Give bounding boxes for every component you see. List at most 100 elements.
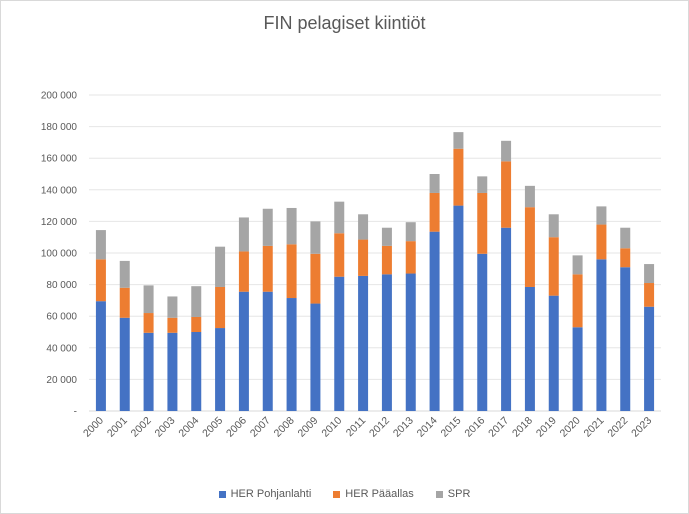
y-tick-label: 180 000 — [41, 122, 78, 133]
bar-segment — [358, 214, 369, 240]
x-tick-label: 2008 — [272, 415, 297, 440]
bar-segment — [405, 222, 416, 242]
x-tick-label: 2001 — [105, 415, 130, 440]
y-tick-label: 120 000 — [41, 217, 78, 228]
x-tick-label: 2011 — [344, 415, 369, 440]
x-tick-label: 2018 — [510, 415, 535, 440]
bar-segment — [548, 237, 559, 296]
legend-label: HER Pohjanlahti — [230, 488, 312, 500]
y-tick-label: 200 000 — [41, 91, 78, 102]
bar-segment — [238, 291, 249, 411]
bar-segment — [215, 246, 226, 287]
bar-segment — [477, 176, 488, 193]
bar-segment — [501, 161, 512, 228]
bar-segment — [620, 227, 631, 249]
bar-segment — [143, 313, 154, 333]
legend: HER Pohjanlahti HER Pääallas SPR — [1, 488, 688, 500]
bar-segment — [143, 285, 154, 314]
bar-segment — [191, 316, 202, 332]
bar-segment — [167, 296, 178, 318]
x-tick-label: 2021 — [582, 415, 607, 440]
bar-segment — [286, 298, 297, 411]
bar-segment — [596, 224, 607, 260]
bar-segment — [358, 239, 369, 276]
bar-segment — [477, 192, 488, 254]
y-tick-label: 100 000 — [41, 249, 78, 260]
bar-segment — [620, 267, 631, 411]
x-tick-label: 2014 — [415, 415, 440, 440]
bar-segment — [429, 192, 440, 232]
bar-segment — [548, 295, 559, 411]
bar-segment — [119, 317, 130, 411]
bar-segment — [453, 205, 464, 411]
bar-segment — [95, 259, 106, 302]
bar-segment — [548, 214, 559, 238]
legend-item: SPR — [435, 488, 470, 500]
x-tick-label: 2009 — [296, 415, 321, 440]
bar-segment — [429, 231, 440, 411]
bar-segment — [524, 207, 535, 287]
x-tick-label: 2005 — [200, 415, 225, 440]
bar-segment — [95, 230, 106, 260]
bar-segment — [572, 274, 583, 328]
bar-segment — [381, 274, 392, 411]
x-tick-label: 2003 — [153, 415, 178, 440]
bar-segment — [453, 132, 464, 149]
legend-label: HER Pääallas — [345, 488, 414, 500]
bar-segment — [405, 273, 416, 411]
bar-segment — [310, 221, 321, 254]
bar-segment — [477, 253, 488, 411]
y-tick-label: 80 000 — [46, 280, 77, 291]
bar-segment — [238, 251, 249, 292]
x-tick-label: 2012 — [367, 415, 392, 440]
legend-item: HER Pohjanlahti — [218, 488, 312, 500]
bar-segment — [262, 291, 273, 411]
bar-segment — [334, 276, 345, 411]
bar-segment — [381, 227, 392, 246]
bar-segment — [381, 245, 392, 275]
bar-segment — [143, 332, 154, 411]
bar-segment — [310, 253, 321, 304]
x-tick-label: 2020 — [558, 415, 583, 440]
bar-segment — [501, 140, 512, 162]
legend-swatch — [435, 490, 443, 498]
chart-title: FIN pelagiset kiintiöt — [263, 13, 426, 33]
bar-segment — [524, 185, 535, 208]
bar-segment — [334, 201, 345, 234]
y-tick-label: 40 000 — [46, 343, 77, 354]
bar-segment — [310, 303, 321, 411]
bar-segment — [167, 332, 178, 411]
bar-segment — [644, 306, 655, 411]
bar-segment — [119, 287, 130, 318]
bar-segment — [286, 207, 297, 245]
bar-segment — [644, 264, 655, 284]
y-tick-label: - — [74, 407, 77, 418]
y-tick-label: 140 000 — [41, 185, 78, 196]
x-tick-label: 2007 — [248, 415, 273, 440]
bar-segment — [620, 248, 631, 268]
bar-segment — [524, 286, 535, 411]
bar-segment — [596, 206, 607, 225]
bar-segment — [334, 233, 345, 277]
x-tick-label: 2004 — [176, 415, 201, 440]
bar-segment — [215, 286, 226, 329]
bar-segment — [262, 245, 273, 292]
x-tick-label: 2022 — [605, 415, 630, 440]
bar-segment — [596, 259, 607, 411]
x-tick-label: 2000 — [81, 415, 106, 440]
bar-segment — [405, 241, 416, 274]
x-tick-label: 2016 — [462, 415, 487, 440]
bar-segment — [191, 332, 202, 411]
bar-segment — [358, 275, 369, 411]
bar-segment — [286, 244, 297, 299]
y-tick-label: 20 000 — [46, 375, 77, 386]
bar-segment — [644, 283, 655, 307]
x-tick-label: 2010 — [319, 415, 344, 440]
bar-segment — [453, 148, 464, 206]
legend-swatch — [333, 490, 341, 498]
x-tick-label: 2015 — [439, 415, 464, 440]
x-tick-label: 2017 — [486, 415, 511, 440]
x-tick-label: 2019 — [534, 415, 559, 440]
legend-item: HER Pääallas — [333, 488, 414, 500]
